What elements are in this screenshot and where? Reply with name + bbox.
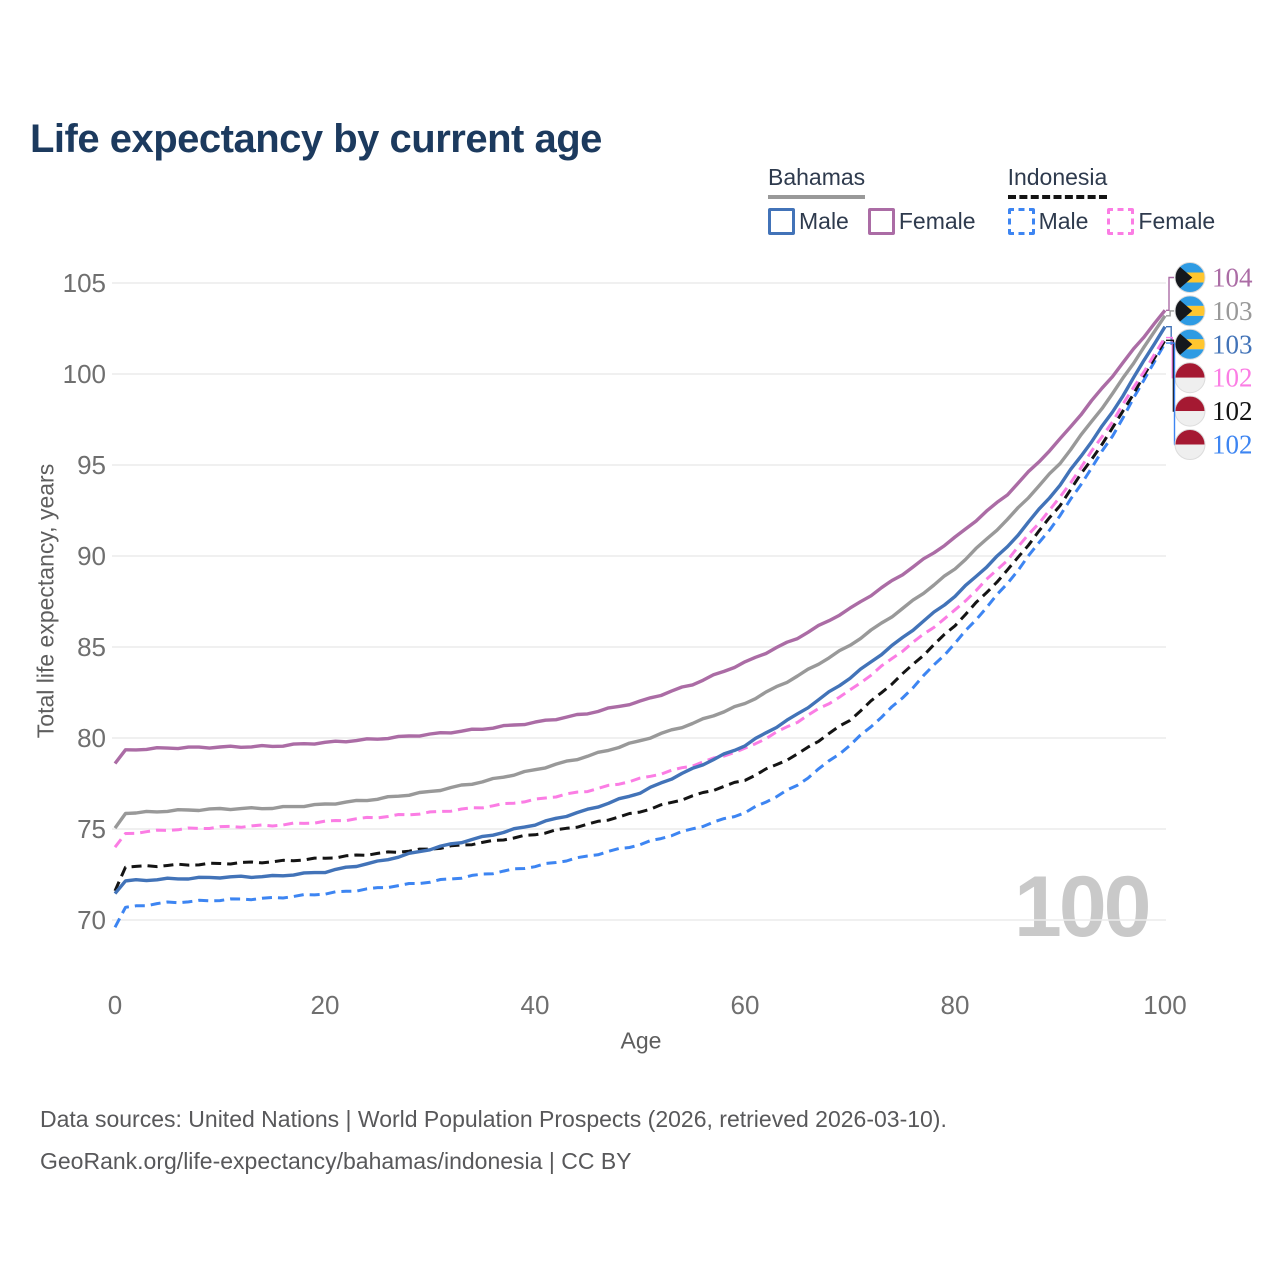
legend-item-bahamas-female[interactable]: Female: [867, 208, 976, 235]
legend-swatch-indonesia-female: [1107, 208, 1135, 235]
legend-swatch-bahamas-female: [867, 208, 895, 235]
legend-item-bahamas-male[interactable]: Male: [768, 208, 849, 235]
leader-line: [1166, 339, 1175, 412]
leader-line: [1166, 342, 1176, 446]
footer-attribution: GeoRank.org/life-expectancy/bahamas/indo…: [40, 1148, 632, 1174]
legend-label-bahamas-female: Female: [898, 208, 976, 234]
y-tick-label: 105: [63, 268, 106, 298]
x-tick-label: 60: [731, 990, 760, 1020]
x-tick-label: 20: [311, 990, 340, 1020]
legend-item-indonesia-male[interactable]: Male: [1007, 208, 1089, 235]
flag-indonesia: [1174, 429, 1206, 460]
legend-country-indonesia-label: Indonesia: [1007, 164, 1108, 190]
y-tick-label: 70: [77, 905, 106, 935]
y-tick-label: 100: [63, 359, 106, 389]
leader-line: [1166, 310, 1174, 317]
end-value-label: 102: [1212, 430, 1253, 460]
footer-data-sources: Data sources: United Nations | World Pop…: [40, 1106, 947, 1132]
legend-items-indonesia: Male Female: [1007, 208, 1215, 235]
legend-label-indonesia-female: Female: [1138, 208, 1216, 234]
flag-bahamas: [1174, 328, 1206, 360]
line-indonesia-male: [113, 342, 1167, 928]
legend-group-indonesia: Indonesia Male Female: [1007, 164, 1215, 235]
y-tick-label: 95: [77, 450, 106, 480]
end-value-label: 102: [1212, 363, 1253, 393]
page-title: Life expectancy by current age: [30, 116, 602, 161]
line-bahamas-both: [113, 314, 1167, 830]
y-tick-label: 90: [77, 541, 106, 571]
line-indonesia-female: [113, 336, 1167, 849]
line-bahamas-male: [113, 325, 1167, 895]
flag-bahamas: [1174, 262, 1206, 293]
x-tick-label: 40: [521, 990, 550, 1020]
end-value-label: 103: [1212, 329, 1253, 359]
x-tick-label: 100: [1143, 990, 1186, 1020]
y-tick-label: 75: [77, 814, 106, 844]
legend-swatch-bahamas-male: [768, 208, 795, 235]
x-tick-label: 0: [108, 990, 122, 1020]
end-value-label: 102: [1212, 396, 1253, 426]
flag-bahamas: [1174, 295, 1206, 327]
footer: Data sources: United Nations | World Pop…: [40, 1106, 947, 1190]
legend-label-bahamas-male: Male: [799, 208, 849, 234]
legend-country-indonesia[interactable]: Indonesia: [1007, 164, 1108, 199]
end-value-label: 104: [1212, 263, 1253, 293]
flag-indonesia: [1174, 362, 1206, 394]
age-watermark: 100: [1014, 859, 1151, 955]
legend-swatch-indonesia-male: [1007, 208, 1035, 235]
end-value-label: 103: [1212, 296, 1253, 326]
legend-item-indonesia-female[interactable]: Female: [1107, 208, 1215, 235]
x-axis-title: Age: [620, 1027, 662, 1054]
legend-group-bahamas: Bahamas Male Female: [768, 164, 976, 235]
leader-line: [1166, 276, 1174, 311]
line-indonesia-both: [113, 339, 1167, 892]
legend-country-bahamas-label: Bahamas: [768, 164, 866, 190]
x-tick-label: 80: [941, 990, 970, 1020]
y-tick-label: 80: [77, 723, 106, 753]
flag-indonesia: [1174, 395, 1206, 427]
legend-items-bahamas: Male Female: [768, 208, 976, 235]
legend-country-bahamas[interactable]: Bahamas: [768, 164, 866, 199]
legend-label-indonesia-male: Male: [1038, 208, 1089, 234]
y-tick-label: 85: [77, 632, 106, 662]
legend: Bahamas Male Female Indonesia Ma: [768, 164, 1215, 235]
line-bahamas-female: [113, 309, 1167, 765]
